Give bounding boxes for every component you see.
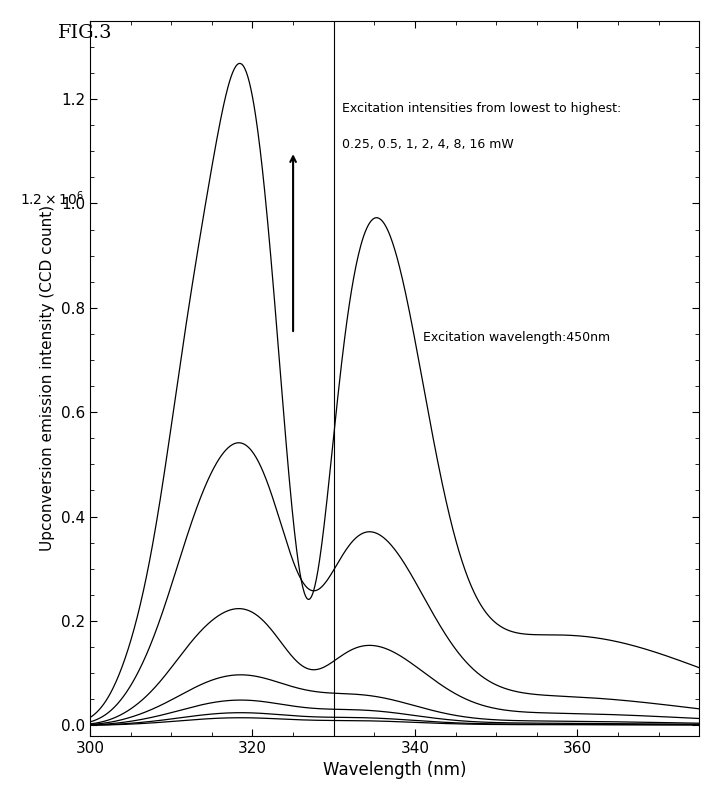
Text: Excitation wavelength:450nm: Excitation wavelength:450nm	[423, 331, 610, 344]
Y-axis label: Upconversion emission intensity (CCD count): Upconversion emission intensity (CCD cou…	[40, 206, 55, 551]
Text: 0.25, 0.5, 1, 2, 4, 8, 16 mW: 0.25, 0.5, 1, 2, 4, 8, 16 mW	[342, 138, 513, 151]
Text: $1.2\times10^6$: $1.2\times10^6$	[20, 189, 84, 207]
Text: Excitation intensities from lowest to highest:: Excitation intensities from lowest to hi…	[342, 102, 621, 114]
Text: FIG.3: FIG.3	[58, 24, 112, 42]
X-axis label: Wavelength (nm): Wavelength (nm)	[323, 761, 467, 779]
